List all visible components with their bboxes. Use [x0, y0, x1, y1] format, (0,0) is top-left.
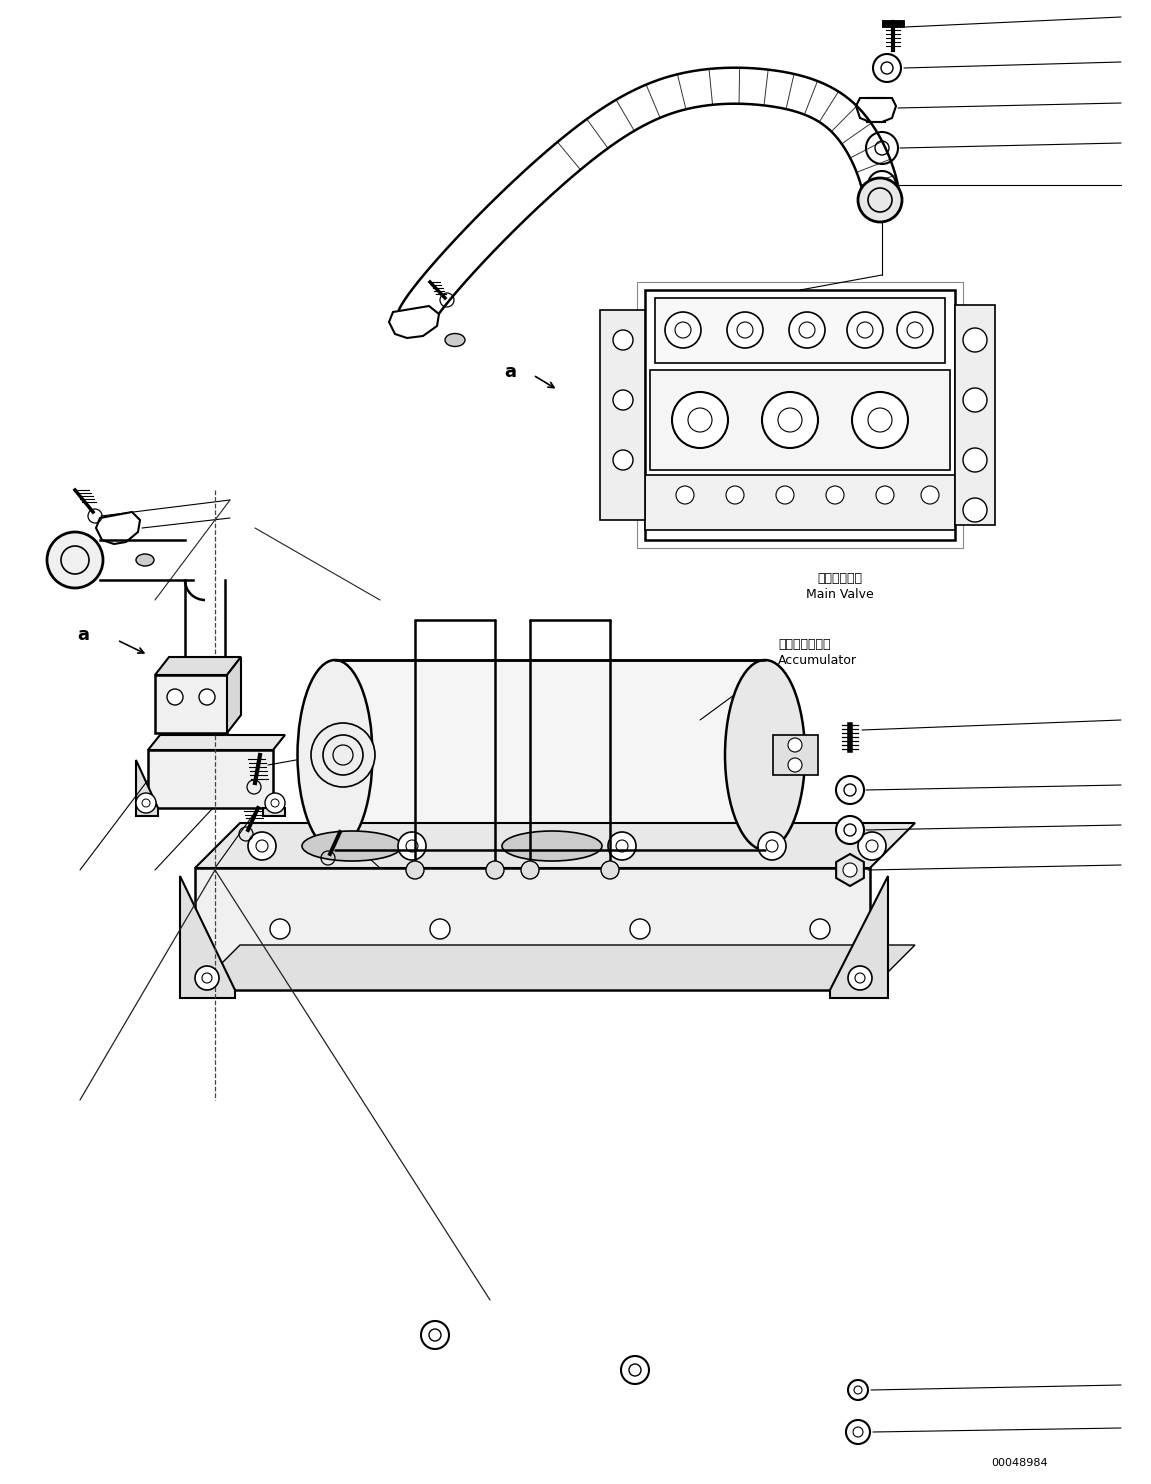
Circle shape: [136, 792, 157, 813]
Circle shape: [486, 861, 504, 879]
Polygon shape: [136, 760, 158, 816]
Circle shape: [613, 329, 633, 350]
Circle shape: [897, 312, 933, 349]
Polygon shape: [180, 876, 235, 999]
Circle shape: [857, 178, 902, 223]
Polygon shape: [195, 824, 915, 868]
Bar: [955, 306, 994, 525]
Text: Accumulator: Accumulator: [778, 654, 857, 666]
Circle shape: [866, 132, 898, 165]
Circle shape: [608, 833, 637, 861]
Circle shape: [430, 919, 450, 939]
Polygon shape: [836, 853, 864, 886]
Polygon shape: [227, 657, 241, 733]
Circle shape: [672, 392, 727, 448]
Circle shape: [826, 485, 844, 505]
Circle shape: [167, 689, 183, 705]
Circle shape: [921, 485, 939, 505]
Text: メインバルブ: メインバルブ: [817, 571, 862, 585]
Polygon shape: [148, 735, 285, 749]
Text: a: a: [77, 626, 89, 644]
Circle shape: [613, 450, 633, 470]
Bar: [195, 868, 870, 990]
Circle shape: [406, 861, 424, 879]
Circle shape: [868, 171, 895, 199]
Circle shape: [727, 312, 763, 349]
Circle shape: [398, 833, 426, 861]
Polygon shape: [96, 512, 140, 545]
Bar: [650, 370, 950, 470]
Circle shape: [665, 312, 701, 349]
Ellipse shape: [445, 334, 465, 346]
Circle shape: [265, 792, 285, 813]
Circle shape: [323, 735, 363, 775]
Circle shape: [848, 966, 872, 990]
Circle shape: [762, 392, 818, 448]
Bar: [773, 735, 818, 775]
Ellipse shape: [725, 660, 805, 850]
Circle shape: [876, 485, 894, 505]
Circle shape: [788, 738, 802, 752]
Ellipse shape: [136, 554, 154, 565]
Circle shape: [247, 833, 276, 861]
Polygon shape: [389, 306, 439, 338]
Circle shape: [852, 392, 908, 448]
Polygon shape: [155, 657, 241, 675]
Bar: [645, 475, 955, 530]
Circle shape: [199, 689, 215, 705]
Ellipse shape: [502, 831, 602, 861]
Circle shape: [847, 312, 883, 349]
Circle shape: [776, 485, 794, 505]
Circle shape: [788, 312, 825, 349]
Circle shape: [270, 919, 290, 939]
Circle shape: [963, 387, 988, 413]
Circle shape: [333, 745, 353, 764]
Circle shape: [195, 966, 219, 990]
Text: Main Valve: Main Valve: [806, 588, 874, 601]
Circle shape: [676, 485, 694, 505]
Text: アキュムレータ: アキュムレータ: [778, 638, 831, 651]
Circle shape: [613, 390, 633, 410]
Circle shape: [836, 776, 864, 804]
Circle shape: [843, 864, 857, 877]
Bar: [148, 749, 273, 807]
Circle shape: [857, 833, 886, 861]
Circle shape: [311, 723, 375, 787]
Text: a: a: [504, 364, 516, 381]
Circle shape: [759, 833, 786, 861]
Polygon shape: [856, 98, 895, 122]
Circle shape: [963, 328, 988, 352]
Circle shape: [963, 499, 988, 522]
Polygon shape: [830, 876, 889, 999]
Ellipse shape: [302, 831, 402, 861]
Bar: [645, 289, 955, 540]
Circle shape: [810, 919, 830, 939]
Circle shape: [421, 1321, 449, 1349]
Circle shape: [836, 816, 864, 844]
Circle shape: [963, 448, 988, 472]
Circle shape: [601, 861, 619, 879]
Polygon shape: [262, 807, 285, 816]
Bar: [600, 310, 645, 519]
Circle shape: [726, 485, 744, 505]
Bar: [637, 282, 963, 548]
Circle shape: [788, 758, 802, 772]
Circle shape: [848, 1380, 868, 1399]
Circle shape: [630, 919, 650, 939]
Text: 00048984: 00048984: [992, 1457, 1049, 1468]
Bar: [655, 298, 945, 364]
Circle shape: [846, 1420, 870, 1444]
Circle shape: [47, 531, 102, 588]
Circle shape: [622, 1356, 649, 1385]
Bar: [155, 675, 227, 733]
Polygon shape: [195, 945, 915, 990]
Circle shape: [872, 53, 901, 82]
Circle shape: [521, 861, 539, 879]
Bar: [335, 660, 765, 850]
Ellipse shape: [297, 660, 373, 850]
